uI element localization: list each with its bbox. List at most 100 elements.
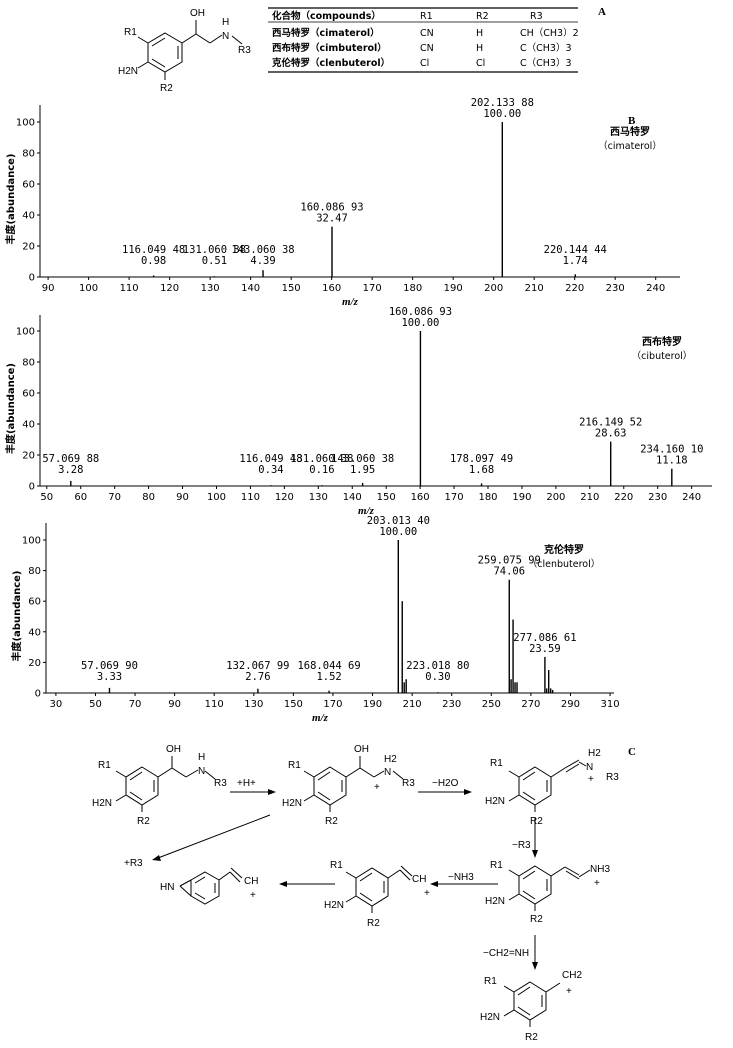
x-axis-label: m/z [358,505,375,517]
y-tick-label: 80 [28,566,41,577]
x-tick-label: 140 [343,492,362,503]
x-tick-label: 200 [546,492,565,503]
panel-label-a: A [598,6,606,18]
y-axis-label: 丰度(abundance) [4,153,17,244]
y-axis-label: 丰度(abundance) [4,363,17,454]
peak-abundance-label: 1.95 [350,464,375,476]
x-tick-label: 200 [484,283,503,294]
spectrum-3: 0 20 40 60 80 100 30 50 70 90 110 130 150 170 190 210 23… [10,515,620,724]
table-header-r2: R2 [476,11,489,22]
x-tick-label: 210 [580,492,599,503]
peak-mz-label: 223.018 80 [406,660,469,672]
peak-mz-label: 168.044 69 [297,660,360,672]
table-cell-compound: 西布特罗（cimbuterol） [272,42,387,54]
x-tick-label: 160 [411,492,430,503]
y-tick-label: 0 [35,689,41,700]
x-axis-label: m/z [342,296,359,308]
x-tick-label: 100 [79,283,98,294]
scheme-label-r1: R1 [490,758,503,769]
peak-abundance-label: 2.76 [245,671,270,683]
y-axis-label: 丰度(abundance) [10,570,23,661]
scheme-label-r1: R1 [288,760,301,771]
x-tick-label: 150 [377,492,396,503]
x-tick-label: 220 [614,492,633,503]
x-tick-label: 170 [323,699,342,710]
scheme-label-nh2: H2N [480,1012,500,1023]
x-tick-label: 230 [442,699,461,710]
spectrum-2: 0 20 40 60 80 100 50 60 70 80 90 100 110 120 130 140 150… [4,306,712,517]
scheme-label-h: H [198,752,205,763]
scheme-label-ch2: CH2 [562,970,582,981]
x-tick-label: 290 [561,699,580,710]
x-tick-label: 90 [176,492,189,503]
x-tick-label: 190 [512,492,531,503]
x-tick-label: 110 [241,492,260,503]
x-tick-label: 180 [403,283,422,294]
scheme-label-r2: R2 [530,914,543,925]
table-cell-r1: CN [420,43,434,54]
y-tick-label: 40 [22,211,35,222]
x-tick-label: 170 [363,283,382,294]
y-tick-label: 40 [22,420,35,431]
peak-mz-label: 116.049 48 [122,244,185,256]
scheme-label-r2: R2 [367,918,380,929]
x-tick-label: 150 [284,699,303,710]
table-cell-compound: 克伦特罗（clenbuterol） [272,57,390,69]
scheme-label-h2: H2 [588,748,601,759]
x-tick-label: 130 [309,492,328,503]
scheme-label-r2: R2 [525,1032,538,1043]
struct-r3: R3 [238,45,251,56]
scheme-label-ch: CH [244,876,258,887]
table-header-compounds: 化合物（compounds） [272,10,381,22]
scheme-label-r1: R1 [490,860,503,871]
y-tick-label: 0 [29,273,35,284]
peak-abundance-label: 0.30 [425,671,450,683]
x-tick-label: 140 [241,283,260,294]
x-tick-label: 160 [322,283,341,294]
peak-abundance-label: 100.00 [483,108,521,120]
peak-abundance-label: 1.52 [316,671,341,683]
x-tick-label: 240 [682,492,701,503]
compound-name-cn: 西布特罗 [642,335,682,348]
scheme-label-ch: CH [412,874,426,885]
scheme-label-nh3: NH3 [590,864,610,875]
x-tick-label: 80 [142,492,155,503]
x-tick-label: 110 [120,283,139,294]
y-tick-label: 20 [22,451,35,462]
table-header-r1: R1 [420,11,433,22]
scheme-label-n: N [384,767,391,778]
y-tick-label: 80 [22,358,35,369]
peak-abundance-label: 0.51 [202,255,227,267]
scheme-label-plus: + [566,986,572,997]
step-label-water-loss: −H2O [432,778,459,789]
peak-mz-label: 143.060 38 [231,244,294,256]
table-cell-compound: 西马特罗（cimaterol） [272,27,380,39]
x-tick-label: 180 [478,492,497,503]
peak-abundance-label: 4.39 [250,255,275,267]
peak-abundance-label: 0.98 [141,255,166,267]
scheme-label-plus: + [424,888,430,899]
peak-mz-label: 203.013 40 [367,515,430,527]
y-tick-label: 60 [22,180,35,191]
x-tick-label: 170 [445,492,464,503]
y-tick-label: 20 [28,658,41,669]
step-label-protonation: +H+ [237,778,256,789]
scheme-label-r3: R3 [402,778,415,789]
scheme-label-h2: H2 [384,754,397,765]
peak-mz-label: 220.144 44 [544,244,607,256]
y-tick-label: 60 [22,389,35,400]
peak-abundance-label: 74.06 [493,566,525,578]
peak-mz-label: 160.086 93 [389,306,452,318]
scheme-label-plus: + [250,890,256,901]
panel-label-b: B [628,115,636,127]
scheme-label-r1: R1 [330,860,343,871]
x-tick-label: 100 [207,492,226,503]
step-label-methanimine-loss: −CH2=NH [483,948,529,959]
compound-table: 化合物（compounds） R1 R2 R3 西马特罗（cimaterol） … [268,7,579,73]
struct-oh: OH [190,8,205,19]
peak-abundance-label: 1.68 [469,464,494,476]
x-tick-label: 210 [403,699,422,710]
peak-abundance-label: 1.74 [563,255,588,267]
peak-mz-label: 178.097 49 [450,453,513,465]
scheme-label-nh2: H2N [324,900,344,911]
